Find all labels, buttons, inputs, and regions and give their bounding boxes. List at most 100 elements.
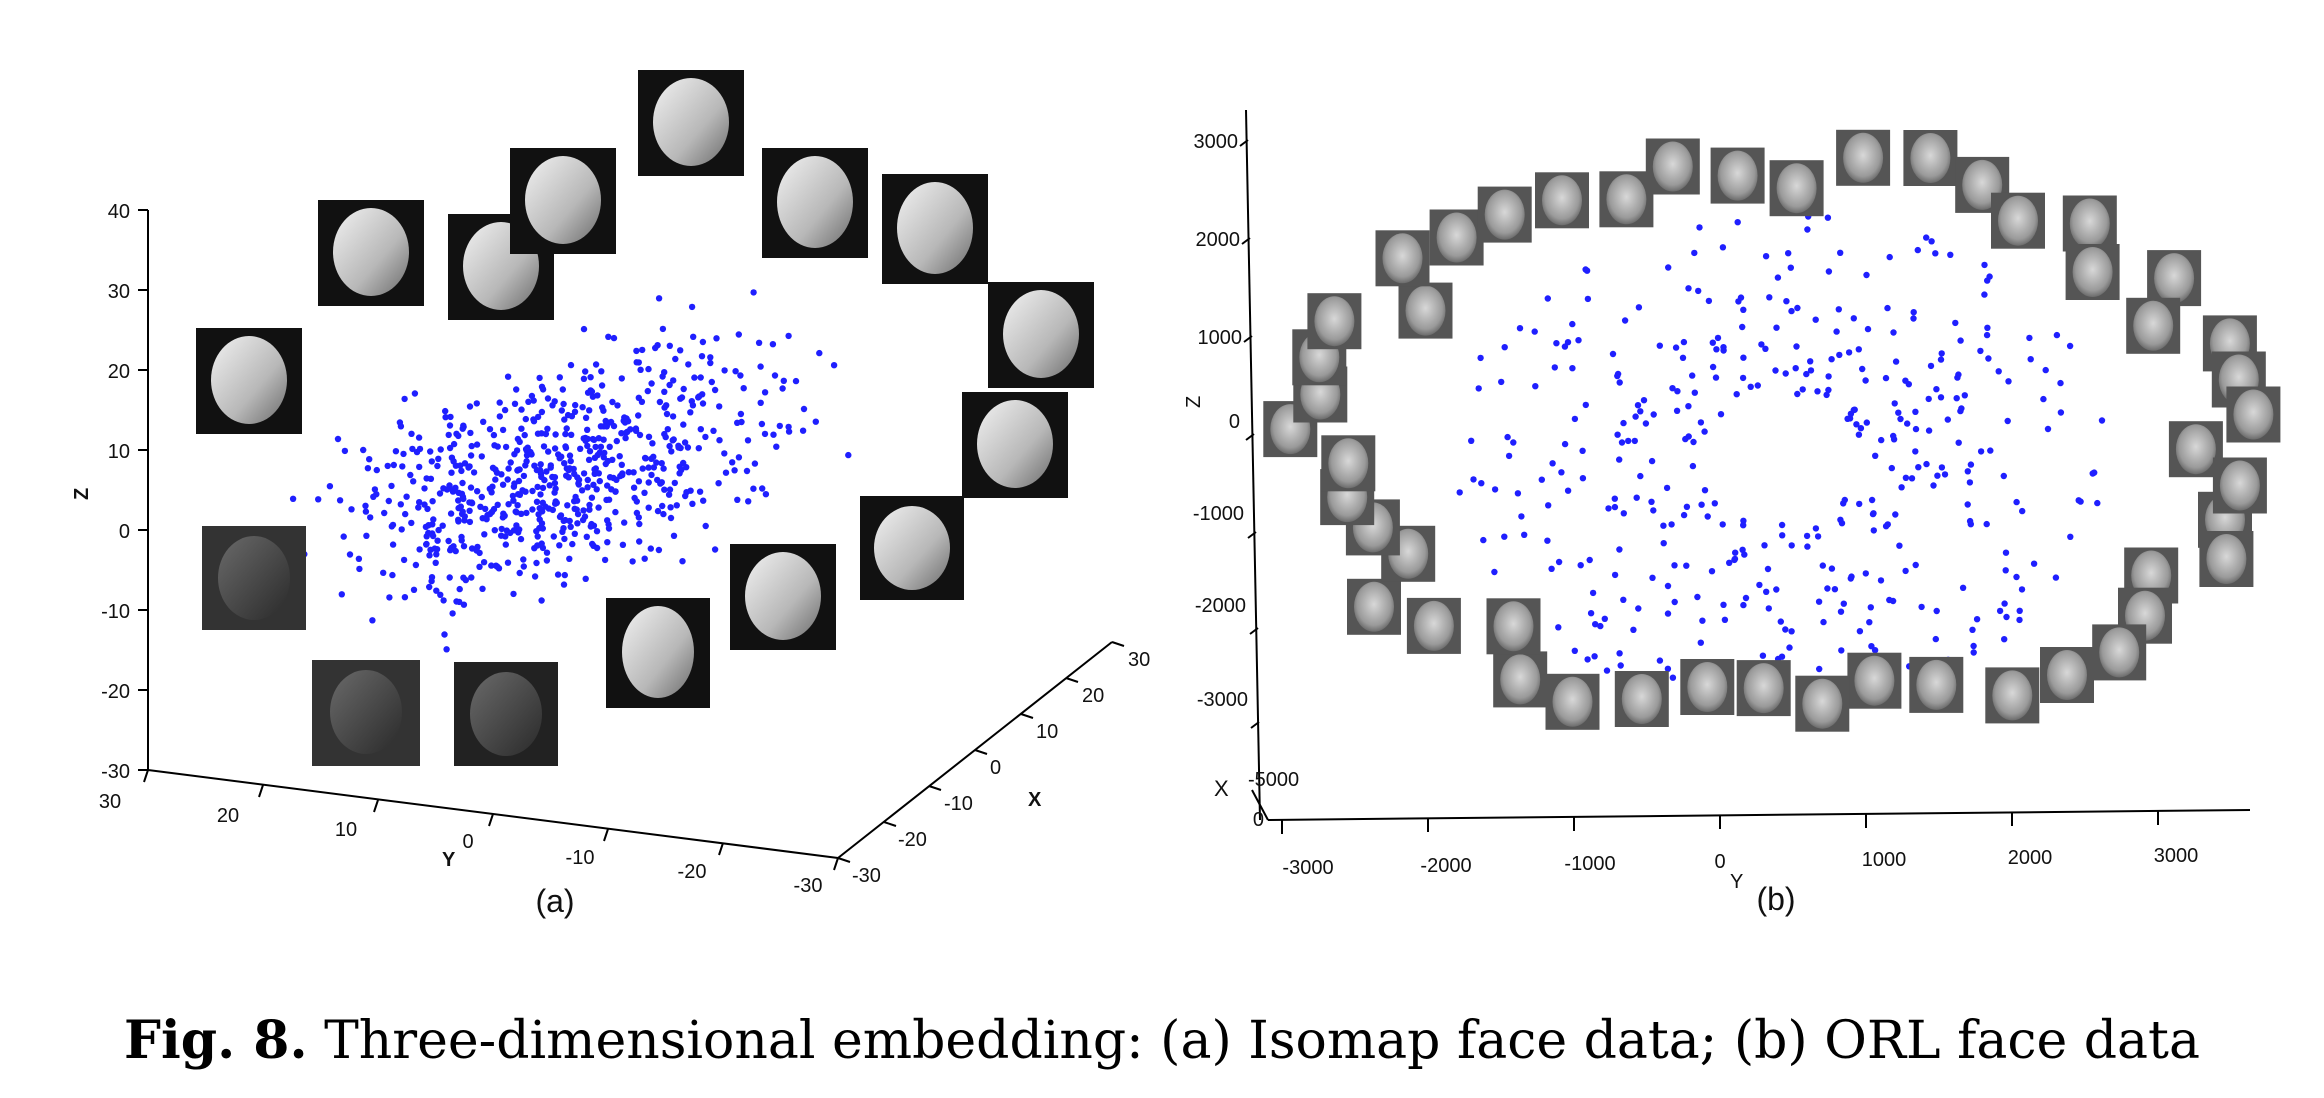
face-thumbnail <box>1769 160 1824 217</box>
scatter-point <box>1927 362 1935 370</box>
scatter-point <box>1850 315 1858 322</box>
scatter-point <box>757 363 764 370</box>
scatter-point <box>1959 584 1967 591</box>
scatter-point <box>473 400 480 407</box>
scatter-point <box>529 506 536 513</box>
scatter-point <box>455 497 462 504</box>
chart-b-y-tick-label: 3000 <box>2154 845 2199 867</box>
scatter-point <box>671 479 678 487</box>
scatter-point <box>1844 415 1851 422</box>
scatter-point <box>1983 520 1990 528</box>
scatter-point <box>1774 274 1782 281</box>
scatter-point <box>1669 385 1676 392</box>
scatter-point <box>2001 600 2008 607</box>
scatter-point <box>598 368 605 375</box>
scatter-point <box>504 373 512 380</box>
scatter-point <box>533 498 541 505</box>
scatter-point <box>1731 556 1738 564</box>
scatter-point <box>664 426 671 433</box>
scatter-point <box>416 499 423 506</box>
scatter-point <box>1981 291 1988 298</box>
scatter-point <box>527 448 534 456</box>
scatter-point <box>1938 464 1946 471</box>
scatter-point <box>1480 536 1487 544</box>
scatter-point <box>613 437 620 445</box>
scatter-point <box>636 431 644 439</box>
scatter-point <box>2005 378 2012 385</box>
scatter-point <box>845 451 852 459</box>
scatter-point <box>416 463 423 471</box>
scatter-point <box>580 325 588 333</box>
scatter-point <box>494 443 501 450</box>
scatter-point <box>680 385 687 393</box>
scatter-point <box>1669 674 1677 681</box>
scatter-point <box>1685 285 1692 292</box>
chart-b-y-tick-label: 1000 <box>1862 849 1907 871</box>
scatter-point <box>770 431 777 438</box>
face-thumbnail <box>2226 386 2281 443</box>
scatter-point <box>589 393 597 400</box>
scatter-point <box>1671 598 1678 606</box>
scatter-point <box>1660 522 1667 529</box>
scatter-point <box>1863 419 1871 426</box>
scatter-point <box>458 537 465 544</box>
scatter-point <box>1605 505 1612 512</box>
scatter-point <box>1582 401 1590 409</box>
scatter-point <box>697 374 704 381</box>
scatter-point <box>800 405 808 413</box>
face-thumbnail <box>762 148 868 258</box>
scatter-point <box>1957 337 1964 344</box>
scatter-point <box>1955 371 1962 378</box>
scatter-point <box>1697 419 1705 426</box>
scatter-point <box>1630 626 1637 633</box>
scatter-point <box>636 520 643 528</box>
scatter-point <box>516 569 523 577</box>
scatter-point <box>336 497 344 504</box>
scatter-point <box>658 460 665 467</box>
scatter-point <box>1545 502 1552 509</box>
scatter-point <box>689 402 697 409</box>
face-thumbnail <box>860 496 964 600</box>
scatter-point <box>1912 561 1919 569</box>
scatter-point <box>478 493 485 501</box>
scatter-point <box>655 295 663 302</box>
scatter-point <box>590 481 597 488</box>
scatter-point <box>1855 431 1863 438</box>
face-thumbnail <box>1493 651 1548 708</box>
scatter-point <box>397 501 404 508</box>
scatter-point <box>1773 586 1780 593</box>
scatter-point <box>744 437 752 444</box>
scatter-point <box>403 493 410 500</box>
chart-b-z-tick-label: 2000 <box>1196 229 1241 251</box>
scatter-point <box>1877 577 1885 584</box>
scatter-point <box>1618 439 1626 446</box>
scatter-point <box>592 443 599 451</box>
scatter-point <box>610 334 618 342</box>
scatter-point <box>561 460 568 467</box>
scatter-point <box>635 478 643 485</box>
scatter-point <box>512 508 519 515</box>
scatter-point <box>480 559 488 566</box>
scatter-point <box>340 533 347 540</box>
face-thumbnail <box>2062 195 2117 252</box>
scatter-point <box>498 525 505 533</box>
chart-b-y-axis <box>1267 809 2251 821</box>
scatter-point <box>769 341 777 348</box>
scatter-point <box>397 423 405 430</box>
scatter-point <box>553 499 560 507</box>
face-thumbnail <box>1985 667 2040 724</box>
scatter-point <box>1698 501 1705 508</box>
scatter-point <box>445 431 452 439</box>
scatter-point <box>1952 319 1959 327</box>
chart-a-y-tick-label: 20 <box>217 805 239 827</box>
scatter-point <box>556 542 563 549</box>
scatter-point <box>429 532 437 540</box>
scatter-point <box>1637 472 1644 480</box>
scatter-point <box>592 361 600 368</box>
scatter-point <box>578 487 586 494</box>
chart-b-y-tick-label: -1000 <box>1564 853 1615 875</box>
scatter-point <box>380 569 387 576</box>
scatter-point <box>583 533 590 540</box>
scatter-point <box>558 407 565 414</box>
scatter-point <box>1970 649 1977 656</box>
